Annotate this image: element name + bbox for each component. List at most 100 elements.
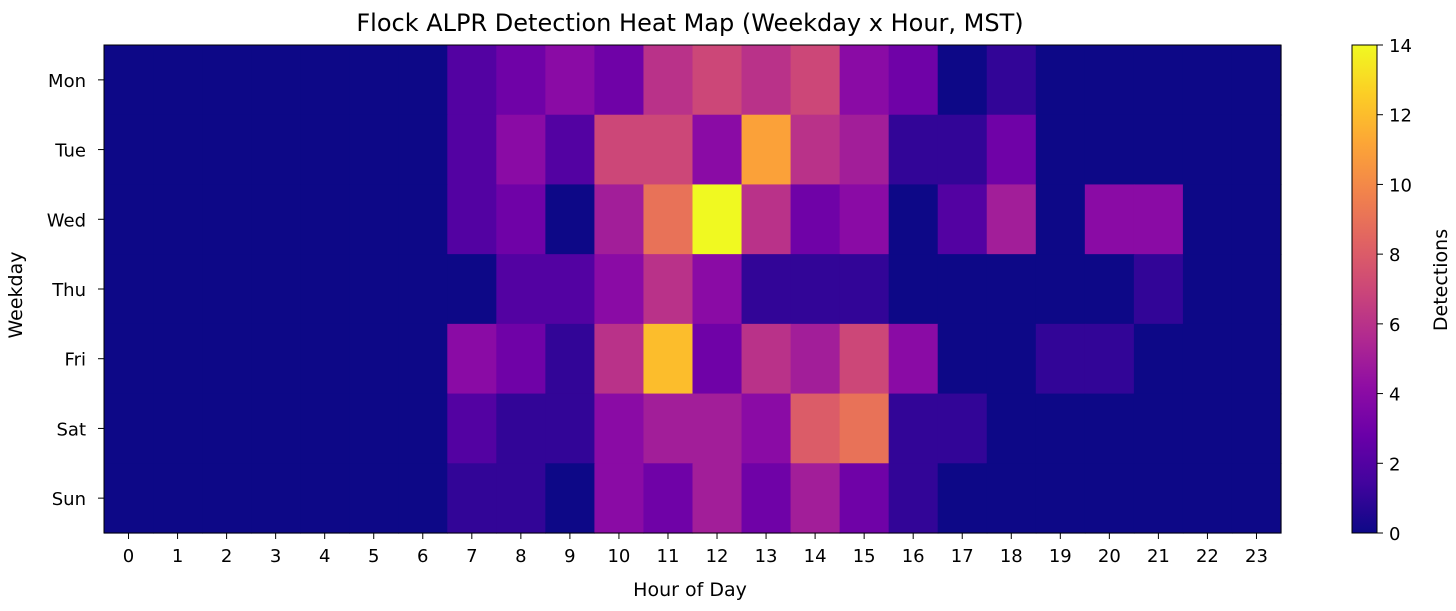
heatmap-cell — [1182, 463, 1233, 534]
heatmap-cell — [153, 114, 203, 186]
colorbar-tick-label: 12 — [1389, 106, 1412, 127]
heatmap-cell — [888, 254, 939, 325]
heatmap-cell — [741, 45, 792, 116]
heatmap-cell — [1231, 254, 1282, 325]
x-tick-label: 13 — [755, 546, 778, 567]
x-tick-label: 2 — [221, 546, 232, 567]
heatmap-cell — [692, 254, 743, 325]
y-axis-ticks: Mon Tue Wed Thu Fri Sat Sun — [47, 71, 104, 510]
heatmap-cell — [643, 45, 694, 116]
heatmap-cell — [839, 323, 890, 395]
heatmap-cell — [349, 393, 399, 464]
heatmap-cell — [104, 45, 154, 116]
heatmap-cell — [1084, 114, 1135, 186]
heatmap-cell — [643, 114, 694, 186]
heatmap-cell — [741, 393, 792, 464]
heatmap-cells — [104, 45, 1282, 534]
heatmap-cell — [447, 323, 497, 395]
heatmap-cell — [1035, 114, 1086, 186]
heatmap-cell — [937, 254, 988, 325]
x-tick-label: 12 — [706, 546, 729, 567]
heatmap-cell — [251, 184, 301, 255]
heatmap-cell — [251, 323, 301, 395]
heatmap-cell — [251, 45, 301, 116]
heatmap-cell — [741, 114, 792, 186]
x-tick-label: 22 — [1196, 546, 1219, 567]
heatmap-cell — [104, 184, 154, 255]
heatmap-cell — [888, 114, 939, 186]
heatmap-cell — [300, 323, 350, 395]
x-tick-label: 9 — [564, 546, 575, 567]
heatmap-cell — [496, 393, 546, 464]
heatmap-cell — [1035, 254, 1086, 325]
heatmap-cell — [594, 45, 645, 116]
x-tick-label: 6 — [417, 546, 428, 567]
heatmap-cell — [594, 254, 645, 325]
heatmap-cell — [790, 254, 841, 325]
heatmap-cell — [545, 393, 596, 464]
heatmap-cell — [1231, 393, 1282, 464]
heatmap-cell — [251, 463, 301, 534]
heatmap-cell — [1084, 393, 1135, 464]
colorbar-ticks: 0 2 4 6 8 10 12 14 — [1377, 36, 1412, 545]
heatmap-cell — [888, 463, 939, 534]
y-tick-label: Thu — [51, 280, 86, 301]
heatmap-cell — [937, 45, 988, 116]
heatmap-cell — [496, 114, 546, 186]
heatmap-cell — [1231, 323, 1282, 395]
heatmap-cell — [839, 184, 890, 255]
heatmap-cell — [104, 463, 154, 534]
heatmap-cell — [839, 463, 890, 534]
heatmap-cell — [349, 114, 399, 186]
heatmap-cell — [300, 45, 350, 116]
heatmap-cell — [1133, 463, 1184, 534]
heatmap-cell — [1035, 393, 1086, 464]
heatmap-cell — [447, 114, 497, 186]
heatmap-cell — [790, 323, 841, 395]
x-tick-label: 20 — [1098, 546, 1121, 567]
heatmap-cell — [1182, 323, 1233, 395]
heatmap-cell — [153, 463, 203, 534]
heatmap-cell — [643, 393, 694, 464]
heatmap-cell — [300, 393, 350, 464]
heatmap-cell — [202, 254, 252, 325]
heatmap-cell — [398, 45, 448, 116]
chart-title: Flock ALPR Detection Heat Map (Weekday x… — [356, 9, 1023, 37]
colorbar-tick-label: 14 — [1389, 36, 1412, 57]
heatmap-cell — [496, 45, 546, 116]
heatmap-cell — [1084, 254, 1135, 325]
heatmap-cell — [741, 184, 792, 255]
x-tick-label: 3 — [270, 546, 281, 567]
heatmap-cell — [447, 184, 497, 255]
colorbar-tick-label: 6 — [1389, 315, 1400, 336]
y-tick-label: Wed — [47, 210, 86, 231]
heatmap-cell — [545, 114, 596, 186]
heatmap-cell — [937, 323, 988, 395]
x-axis-ticks: 0 1 2 3 4 5 6 7 8 9 10 11 12 13 14 15 16 17 18 19 20 21 22 23 — [123, 533, 1268, 567]
heatmap-cell — [692, 114, 743, 186]
heatmap-cell — [447, 393, 497, 464]
heatmap-cell — [643, 254, 694, 325]
heatmap-cell — [986, 323, 1037, 395]
heatmap-cell — [1133, 393, 1184, 464]
x-tick-label: 17 — [951, 546, 974, 567]
colorbar-tick-label: 10 — [1389, 175, 1412, 196]
heatmap-cell — [496, 463, 546, 534]
heatmap-cell — [937, 463, 988, 534]
x-tick-label: 16 — [902, 546, 925, 567]
heatmap-cell — [447, 463, 497, 534]
heatmap-cell — [398, 254, 448, 325]
heatmap-cell — [1133, 114, 1184, 186]
y-tick-label: Mon — [48, 71, 86, 92]
heatmap-cell — [1133, 45, 1184, 116]
heatmap-cell — [741, 463, 792, 534]
heatmap-cell — [1231, 114, 1282, 186]
heatmap-cell — [300, 184, 350, 255]
y-tick-label: Fri — [65, 350, 86, 371]
heatmap-cell — [594, 323, 645, 395]
heatmap-cell — [888, 323, 939, 395]
heatmap-cell — [1084, 463, 1135, 534]
heatmap-cell — [594, 393, 645, 464]
y-tick-label: Sun — [52, 489, 86, 510]
